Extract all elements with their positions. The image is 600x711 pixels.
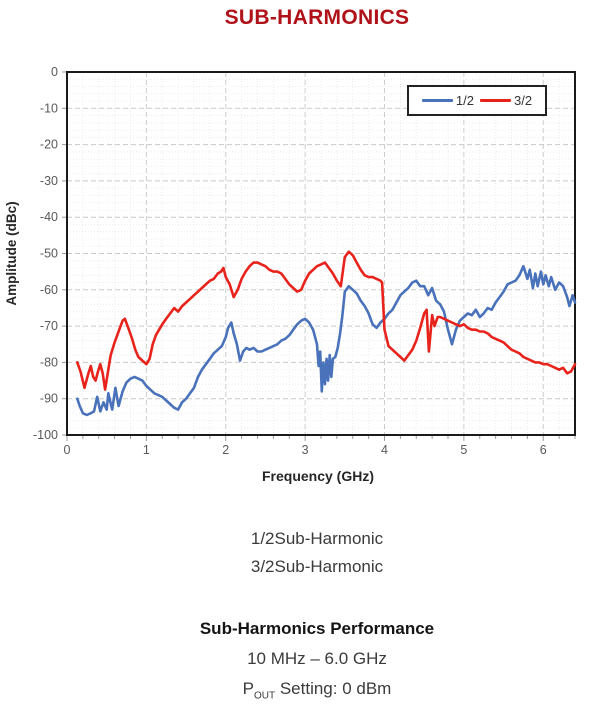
x-axis-title: Frequency (GHz) bbox=[262, 468, 374, 484]
caption-block: 1/2Sub-Harmonic 3/2Sub-Harmonic bbox=[0, 525, 600, 581]
legend-line-sample-blue bbox=[421, 99, 453, 102]
pout-rest: Setting: 0 dBm bbox=[275, 679, 392, 698]
y-tick-label: -30 bbox=[40, 174, 58, 188]
x-tick-label: 3 bbox=[302, 443, 309, 457]
legend-item-three-half: 3/2 bbox=[480, 93, 532, 108]
y-axis-title: Amplitude (dBc) bbox=[4, 201, 19, 305]
performance-block: Sub-Harmonics Performance 10 MHz – 6.0 G… bbox=[0, 614, 600, 711]
x-tick-label: 1 bbox=[143, 443, 150, 457]
y-tick-label: -80 bbox=[40, 355, 58, 369]
y-tick-label: -10 bbox=[40, 101, 58, 115]
legend-label-three-half: 3/2 bbox=[514, 93, 533, 108]
x-tick-label: 4 bbox=[381, 443, 388, 457]
plot-frame bbox=[66, 71, 576, 436]
caption-half-subharmonic: 1/2Sub-Harmonic bbox=[250, 529, 384, 548]
legend-line-sample-red bbox=[480, 99, 511, 102]
y-tick-label: -60 bbox=[40, 283, 58, 297]
y-tick-label: -90 bbox=[40, 392, 58, 406]
x-tick-label: 5 bbox=[460, 443, 467, 457]
pout-setting: POUT Setting: 0 dBm bbox=[34, 674, 600, 711]
x-tick-label: 6 bbox=[540, 443, 547, 457]
y-tick-label: -50 bbox=[40, 247, 58, 261]
x-tick-label: 2 bbox=[222, 443, 229, 457]
pout-subscript: OUT bbox=[254, 690, 276, 702]
y-tick-label: 0 bbox=[51, 65, 58, 79]
series-line-three-half bbox=[76, 250, 577, 391]
frequency-range: 10 MHz – 6.0 GHz bbox=[247, 649, 387, 668]
series-line-half bbox=[76, 264, 577, 417]
performance-heading: Sub-Harmonics Performance bbox=[199, 619, 435, 638]
y-tick-label: -70 bbox=[40, 319, 58, 333]
x-tick-label: 0 bbox=[64, 443, 71, 457]
y-tick-label: -20 bbox=[40, 138, 58, 152]
y-tick-label: -100 bbox=[33, 428, 58, 442]
legend-label-half: 1/2 bbox=[455, 93, 474, 108]
caption-three-half-subharmonic: 3/2Sub-Harmonic bbox=[250, 557, 384, 576]
page-title: SUB-HARMONICS bbox=[224, 6, 410, 29]
y-tick-label: -40 bbox=[40, 210, 58, 224]
pout-prefix: P bbox=[242, 679, 254, 698]
chart-area: 0 1 2 3 4 5 6 0 -10 -20 -30 -40 -50 -60 -70 -80 -90 -100 F… bbox=[4, 65, 577, 484]
sub-harmonics-chart: 0 1 2 3 4 5 6 0 -10 -20 -30 -40 -50 -60 -70 -80 -90 -100 F… bbox=[4, 65, 577, 484]
legend: 1/2 3/2 bbox=[407, 85, 547, 116]
legend-item-half: 1/2 bbox=[421, 93, 474, 108]
